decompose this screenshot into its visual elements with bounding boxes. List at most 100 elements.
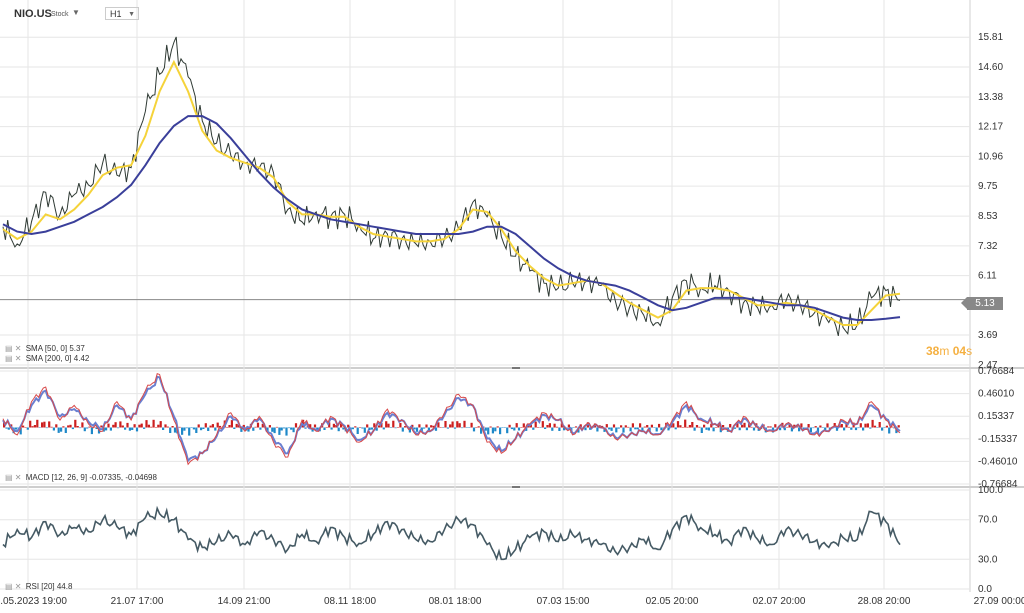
macd-histogram-bar bbox=[676, 421, 680, 428]
macd-histogram-bar bbox=[434, 427, 438, 431]
macd-histogram-bar bbox=[881, 427, 884, 431]
sma200-line bbox=[2, 115, 901, 321]
macd-histogram-bar bbox=[408, 427, 411, 433]
macd-histogram-bar bbox=[857, 427, 860, 429]
macd-histogram-bar bbox=[555, 426, 559, 428]
sma50-legend-value: 5.37 bbox=[69, 344, 85, 353]
macd-histogram-bar bbox=[211, 424, 214, 428]
macd-histogram-bar bbox=[871, 419, 874, 428]
macd-histogram-bar bbox=[143, 427, 146, 429]
macd-histogram-bar bbox=[337, 427, 340, 432]
macd-histogram-bar bbox=[558, 427, 561, 431]
macd-histogram-bar bbox=[847, 426, 850, 428]
macd-histogram-bar bbox=[3, 421, 6, 428]
settings-icon[interactable]: ▤ ✕ bbox=[5, 344, 22, 353]
macd-histogram-bar bbox=[116, 427, 120, 429]
macd-histogram-bar bbox=[418, 424, 421, 428]
macd-histogram-bar bbox=[650, 424, 653, 428]
macd-histogram-bar bbox=[890, 426, 893, 428]
sma200-legend[interactable]: ▤ ✕ SMA [200, 0] 4.42 bbox=[5, 354, 89, 363]
macd-histogram-bar bbox=[24, 427, 27, 428]
macd-histogram-bar bbox=[878, 422, 881, 428]
macd-histogram-bar bbox=[684, 419, 687, 428]
panel-resize-handle bbox=[512, 486, 520, 488]
macd-histogram-bar bbox=[499, 427, 502, 435]
rsi-legend-value: 44.8 bbox=[56, 582, 73, 591]
macd-histogram-bar bbox=[169, 427, 172, 433]
y-tick-label: -0.15337 bbox=[978, 434, 1018, 445]
macd-histogram-bar bbox=[458, 423, 461, 428]
macd-histogram-bar bbox=[560, 423, 563, 428]
settings-icon[interactable]: ▤ ✕ bbox=[5, 354, 22, 363]
macd-histogram-bar bbox=[340, 423, 343, 428]
sma50-legend-label: SMA [50, 0] bbox=[25, 344, 68, 353]
macd-histogram-bar bbox=[290, 427, 293, 430]
macd-histogram-bar bbox=[859, 423, 862, 428]
macd-histogram-bar bbox=[714, 427, 718, 428]
x-tick-label: 08.01 18:00 bbox=[429, 596, 482, 607]
rsi-legend[interactable]: ▤ ✕ RSI [20] 44.8 bbox=[5, 582, 72, 591]
macd-histogram-bar bbox=[679, 425, 682, 428]
y-tick-label: 0.46010 bbox=[978, 389, 1015, 400]
macd-histogram-bar bbox=[608, 427, 611, 430]
macd-histogram-bar bbox=[361, 427, 364, 429]
x-tick-label: 27.09 00:00 bbox=[974, 596, 1024, 607]
macd-histogram-bar bbox=[109, 427, 112, 431]
macd-histogram-bar bbox=[624, 425, 627, 428]
macd-histogram-bar bbox=[826, 423, 829, 428]
settings-icon[interactable]: ▤ ✕ bbox=[5, 473, 22, 482]
macd-histogram-bar bbox=[639, 423, 642, 428]
macd-histogram-bar bbox=[207, 427, 210, 431]
macd-histogram-bar bbox=[55, 424, 58, 428]
macd-legend[interactable]: ▤ ✕ MACD [12, 26, 9] -0.07335, -0.04698 bbox=[5, 473, 157, 482]
macd-histogram-bar bbox=[850, 427, 853, 430]
macd-histogram-bar bbox=[294, 423, 298, 428]
sma50-legend[interactable]: ▤ ✕ SMA [50, 0] 5.37 bbox=[5, 344, 85, 353]
macd-histogram-bar bbox=[816, 427, 820, 434]
macd-histogram-bar bbox=[415, 427, 419, 432]
macd-histogram-bar bbox=[508, 424, 511, 428]
macd-histogram-bar bbox=[81, 422, 84, 428]
macd-histogram-bar bbox=[615, 427, 618, 433]
macd-histogram-bar bbox=[171, 426, 174, 428]
macd-histogram-bar bbox=[798, 427, 801, 432]
panel-resize-handle bbox=[512, 367, 520, 369]
y-tick-label: 6.11 bbox=[978, 271, 997, 282]
macd-histogram-bar bbox=[22, 425, 25, 428]
macd-histogram-bar bbox=[197, 424, 200, 428]
macd-histogram-bar bbox=[50, 426, 53, 428]
macd-histogram-bar bbox=[536, 427, 540, 428]
countdown-seconds-unit: s bbox=[966, 344, 973, 358]
timeframe-value: H1 bbox=[110, 9, 122, 19]
macd-histogram-bar bbox=[200, 427, 203, 431]
macd-histogram-bar bbox=[275, 426, 279, 428]
macd-histogram-bar bbox=[190, 427, 193, 428]
macd-histogram-bar bbox=[309, 424, 312, 428]
macd-histogram-bar bbox=[126, 422, 129, 428]
macd-histogram-bar bbox=[821, 427, 824, 428]
macd-histogram-bar bbox=[686, 426, 689, 428]
settings-icon[interactable]: ▤ ✕ bbox=[5, 582, 22, 591]
macd-histogram-bar bbox=[790, 427, 793, 432]
macd-histogram-bar bbox=[242, 424, 245, 428]
macd-histogram-bar bbox=[7, 427, 10, 430]
y-tick-label: 3.69 bbox=[978, 330, 998, 341]
macd-histogram-bar bbox=[209, 425, 212, 428]
macd-histogram-bar bbox=[442, 427, 445, 428]
timeframe-select[interactable]: H1 ▼ bbox=[105, 7, 139, 20]
macd-histogram-bar bbox=[316, 427, 319, 430]
macd-histogram-bar bbox=[491, 427, 494, 434]
macd-histogram-bar bbox=[494, 427, 497, 432]
symbol-dropdown-icon[interactable]: ▼ bbox=[72, 8, 80, 17]
macd-histogram-bar bbox=[475, 427, 478, 428]
macd-histogram-bar bbox=[78, 427, 82, 429]
macd-histogram-bar bbox=[513, 427, 516, 431]
y-tick-label: 12.17 bbox=[978, 122, 1003, 133]
macd-histogram-bar bbox=[95, 427, 98, 429]
y-tick-label: 70.0 bbox=[978, 515, 998, 526]
macd-histogram-bar bbox=[589, 427, 592, 430]
macd-histogram-bar bbox=[752, 427, 756, 431]
macd-histogram-bar bbox=[515, 423, 518, 428]
macd-histogram-bar bbox=[166, 426, 169, 428]
